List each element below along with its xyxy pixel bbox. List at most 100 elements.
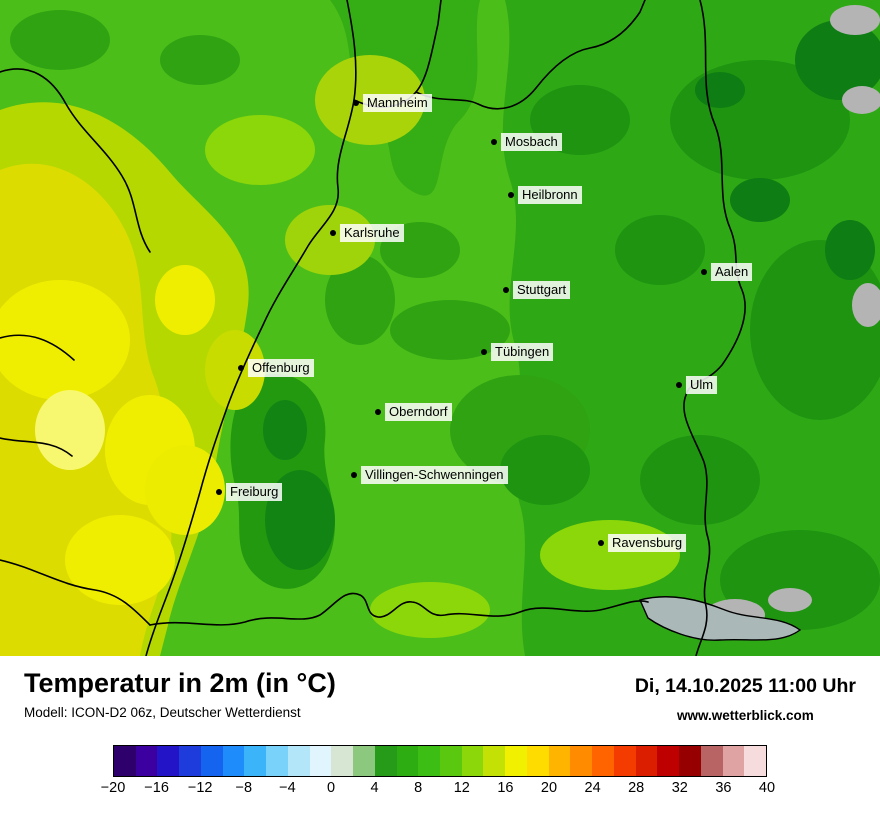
city-dot-icon xyxy=(351,472,357,478)
city-label: Mannheim xyxy=(363,94,432,112)
city-label: Aalen xyxy=(711,263,753,281)
legend-color-segment xyxy=(440,746,462,776)
legend-bar xyxy=(113,745,767,777)
legend-color-segment xyxy=(700,746,723,776)
legend-tick-label: −16 xyxy=(144,780,169,796)
legend-color-segment xyxy=(635,746,658,776)
legend-color-segment xyxy=(179,746,201,776)
city-label: Freiburg xyxy=(226,483,283,501)
city-label: Heilbronn xyxy=(518,186,582,204)
city-marker-mannheim: Mannheim xyxy=(353,94,432,112)
city-marker-ulm: Ulm xyxy=(676,376,718,394)
legend-tick-label: −12 xyxy=(187,780,213,796)
city-marker-offenburg: Offenburg xyxy=(238,359,314,377)
legend-tick-label: 16 xyxy=(497,780,514,796)
city-dot-icon xyxy=(375,409,381,415)
website-link[interactable]: www.wetterblick.com xyxy=(677,708,814,723)
city-marker-freiburg: Freiburg xyxy=(216,483,283,501)
city-label: Oberndorf xyxy=(385,403,452,421)
legend-tick-label: 12 xyxy=(453,780,470,796)
legend-tick-label: 36 xyxy=(715,780,732,796)
legend-tick-label: 4 xyxy=(370,780,379,796)
legend-tick-label: 28 xyxy=(628,780,645,796)
city-markers: Mannheim Mosbach Heilbronn Karlsruhe Aalen St… xyxy=(216,94,753,552)
legend-tick-label: 0 xyxy=(326,780,336,796)
city-marker-karlsruhe: Karlsruhe xyxy=(330,224,404,242)
map-area: Mannheim Mosbach Heilbronn Karlsruhe Aalen St… xyxy=(0,0,880,656)
no-data-areas xyxy=(639,5,880,641)
legend-color-segment xyxy=(526,746,549,776)
legend-tick-label: 24 xyxy=(584,780,601,796)
city-marker-ravensburg: Ravensburg xyxy=(598,534,687,552)
temperature-legend: −20 −16 −12 −8 −4 0 4 8 12 16 20 24 28 32 36 40 xyxy=(101,745,775,800)
city-label: Villingen-Schwenningen xyxy=(361,466,508,484)
model-info: Modell: ICON-D2 06z, Deutscher Wetterdie… xyxy=(24,705,301,721)
legend-color-segment xyxy=(613,746,636,776)
legend-color-segment xyxy=(200,746,223,776)
city-marker-stuttgart: Stuttgart xyxy=(503,281,571,299)
legend-color-segment xyxy=(114,746,136,776)
legend-color-segment xyxy=(135,746,158,776)
legend-color-segment xyxy=(374,746,397,776)
city-label: Ulm xyxy=(686,376,718,394)
legend-color-segment xyxy=(309,746,332,776)
city-dot-icon xyxy=(676,382,682,388)
legend-color-segment xyxy=(744,746,767,776)
city-dot-icon xyxy=(598,540,604,546)
legend-tick-label: 20 xyxy=(540,780,558,796)
temperature-map xyxy=(0,0,880,656)
legend-tick-label: 8 xyxy=(414,780,423,796)
city-marker-aalen: Aalen xyxy=(701,263,753,281)
city-label: Mosbach xyxy=(501,133,562,151)
legend-color-segment xyxy=(244,746,267,776)
page-title: Temperatur in 2m (in °C) xyxy=(24,668,336,698)
legend-ticks: −20 −16 −12 −8 −4 0 4 8 12 16 20 24 28 32 36 40 xyxy=(101,780,775,800)
city-dot-icon xyxy=(503,287,509,293)
forecast-datetime: Di, 14.10.2025 11:00 Uhr xyxy=(634,675,856,697)
city-dot-icon xyxy=(481,349,487,355)
footer: Temperatur in 2m (in °C) Modell: ICON-D2… xyxy=(0,656,880,830)
city-marker-oberndorf: Oberndorf xyxy=(375,403,452,421)
city-dot-icon xyxy=(491,139,497,145)
city-marker-villingen-schwenningen: Villingen-Schwenningen xyxy=(351,466,508,484)
legend-color-segment xyxy=(679,746,701,776)
footer-left-column: Temperatur in 2m (in °C) Modell: ICON-D2… xyxy=(24,668,336,720)
city-marker-heilbronn: Heilbronn xyxy=(508,186,582,204)
legend-color-segment xyxy=(722,746,745,776)
footer-right-column: Di, 14.10.2025 11:00 Uhr www.wetterblick… xyxy=(635,668,856,723)
footer-header-row: Temperatur in 2m (in °C) Modell: ICON-D2… xyxy=(0,656,880,723)
legend-color-segment xyxy=(331,746,354,776)
legend-tick-label: −20 xyxy=(100,780,126,796)
city-marker-mosbach: Mosbach xyxy=(491,133,562,151)
city-label: Stuttgart xyxy=(513,281,571,299)
legend-color-segment xyxy=(353,746,375,776)
legend-color-segment xyxy=(396,746,419,776)
legend-tick-label: −4 xyxy=(279,780,296,796)
legend-color-segment xyxy=(570,746,593,776)
legend-tick-label: −8 xyxy=(235,780,253,796)
legend-color-segment xyxy=(592,746,614,776)
legend-color-segment xyxy=(157,746,180,776)
legend-color-segment xyxy=(461,746,484,776)
legend-color-segment xyxy=(418,746,441,776)
legend-color-segment xyxy=(266,746,288,776)
legend-color-segment xyxy=(505,746,527,776)
city-dot-icon xyxy=(508,192,514,198)
legend-color-segment xyxy=(287,746,310,776)
city-label: Tübingen xyxy=(491,343,554,361)
city-dot-icon xyxy=(238,365,244,371)
city-marker-tubingen: Tübingen xyxy=(481,343,554,361)
city-dot-icon xyxy=(701,269,707,275)
city-label: Offenburg xyxy=(248,359,314,377)
city-dot-icon xyxy=(353,100,359,106)
legend-color-segment xyxy=(483,746,506,776)
city-label: Ravensburg xyxy=(608,534,687,552)
city-dot-icon xyxy=(216,489,222,495)
legend-color-segment xyxy=(657,746,680,776)
city-label: Karlsruhe xyxy=(340,224,404,242)
city-dot-icon xyxy=(330,230,336,236)
legend-color-segment xyxy=(222,746,245,776)
legend-tick-label: 32 xyxy=(671,780,688,796)
lake-constance xyxy=(639,596,802,641)
